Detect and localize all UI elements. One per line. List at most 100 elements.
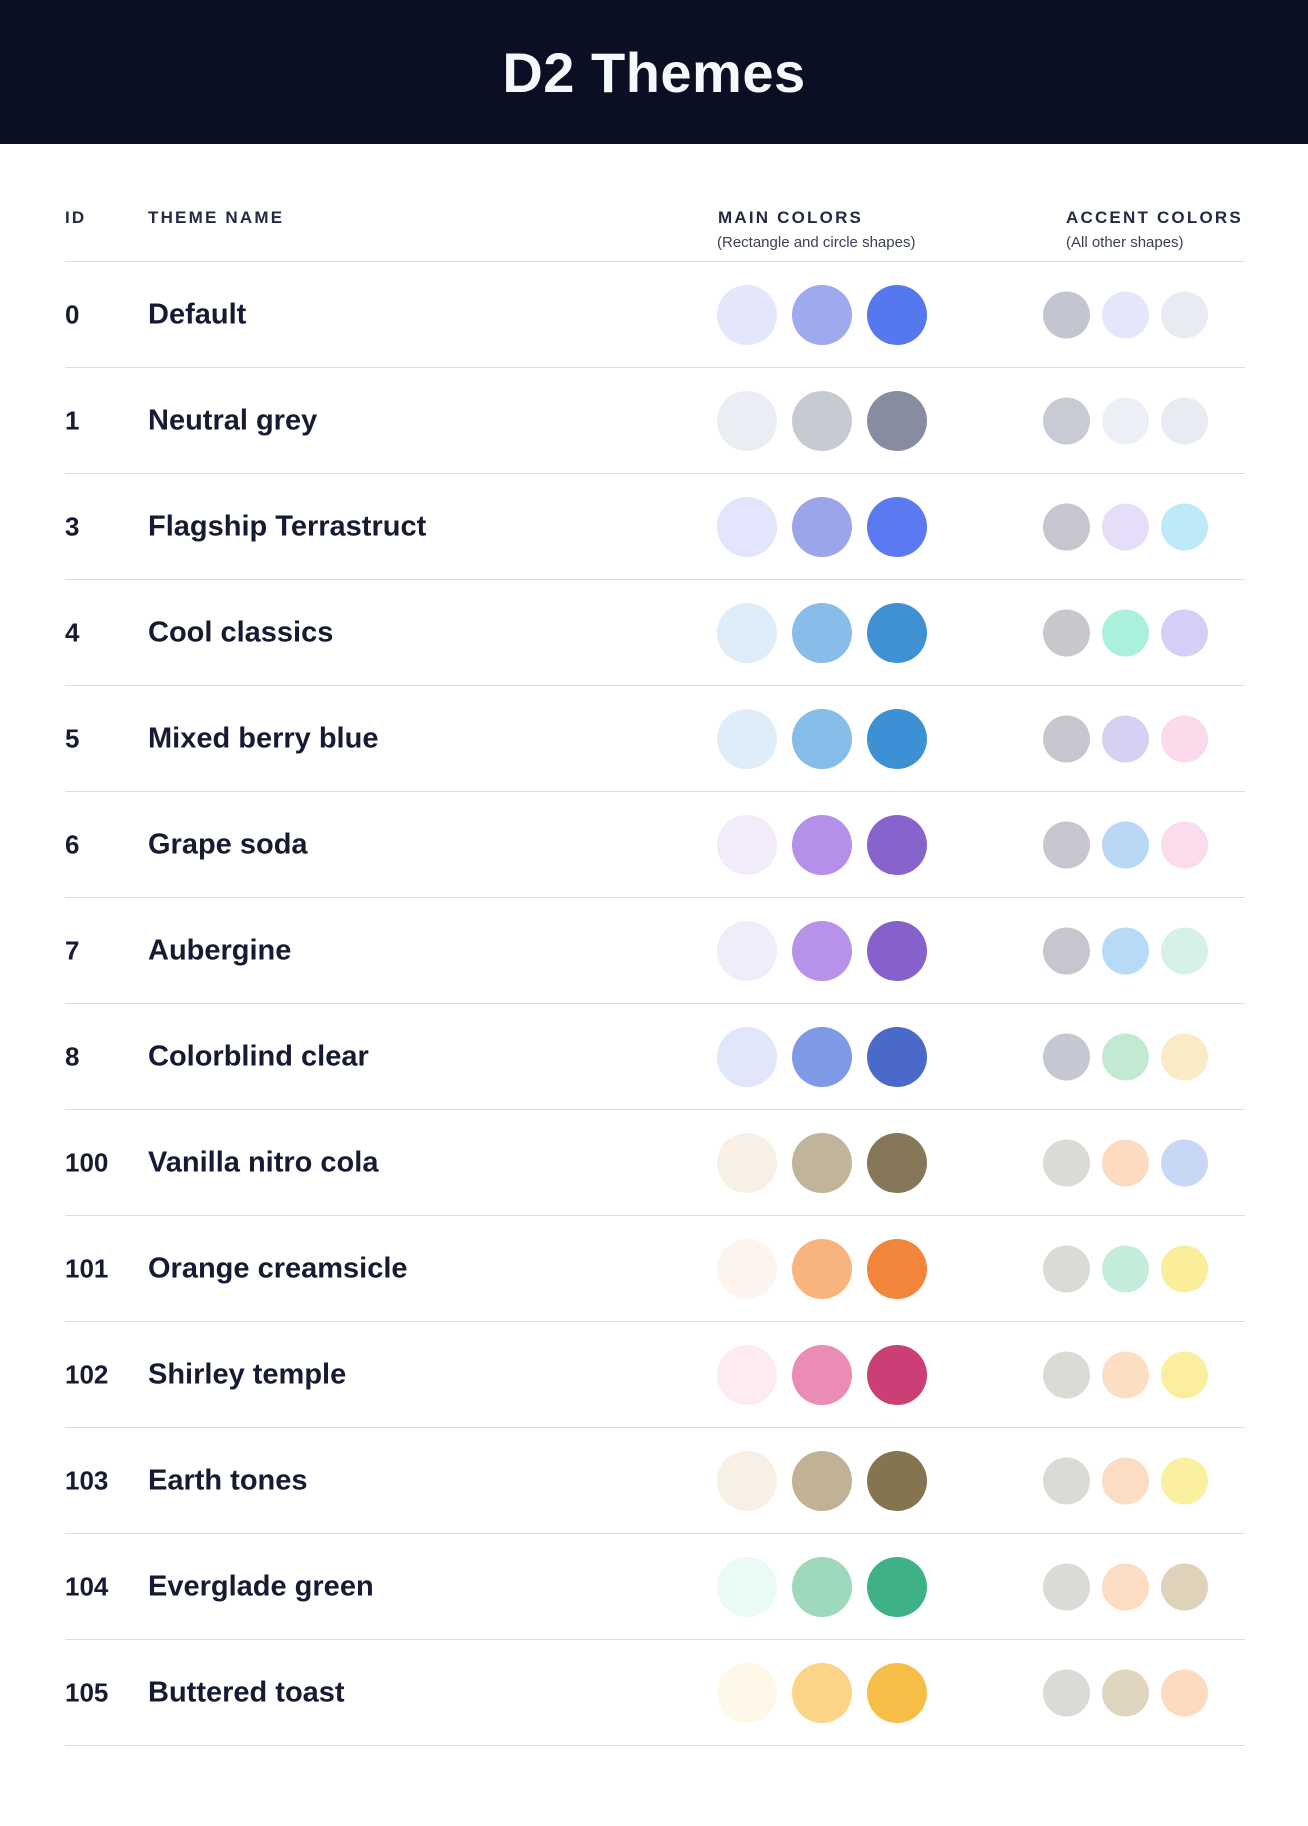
theme-name: Orange creamsicle [148, 1252, 408, 1284]
theme-id: 1 [65, 405, 80, 435]
main-color-swatches [717, 1238, 927, 1299]
accent-color-swatch-1 [1043, 397, 1090, 444]
accent-color-swatch-3 [1161, 1563, 1208, 1610]
table-row: 0 Default [65, 262, 1245, 368]
table-row: 104 Everglade green [65, 1534, 1245, 1640]
accent-color-swatches [1043, 1563, 1208, 1610]
accent-color-swatch-3 [1161, 1139, 1208, 1186]
accent-color-swatches [1043, 1139, 1208, 1186]
accent-color-swatch-2 [1102, 821, 1149, 868]
accent-color-swatch-1 [1043, 927, 1090, 974]
accent-color-swatches [1043, 821, 1208, 868]
main-color-swatches [717, 1344, 927, 1405]
main-color-swatch-1 [717, 920, 777, 981]
main-color-swatch-2 [792, 1026, 852, 1087]
main-color-swatches [717, 1662, 927, 1723]
theme-name: Aubergine [148, 934, 292, 966]
main-color-swatch-3 [867, 602, 927, 663]
theme-name: Buttered toast [148, 1676, 345, 1708]
accent-color-swatches [1043, 927, 1208, 974]
accent-color-swatch-2 [1102, 1669, 1149, 1716]
accent-color-swatch-2 [1102, 397, 1149, 444]
table-row: 102 Shirley temple [65, 1322, 1245, 1428]
main-color-swatch-2 [792, 602, 852, 663]
main-color-swatches [717, 602, 927, 663]
main-color-swatch-1 [717, 390, 777, 451]
column-header-main-colors: MAIN COLORS [718, 208, 864, 227]
theme-id: 4 [65, 617, 80, 647]
main-color-swatches [717, 1026, 927, 1087]
table-row: 3 Flagship Terrastruct [65, 474, 1245, 580]
main-color-swatch-2 [792, 920, 852, 981]
theme-id: 0 [65, 299, 80, 329]
main-color-swatch-3 [867, 708, 927, 769]
main-color-swatch-3 [867, 496, 927, 557]
main-color-swatch-2 [792, 708, 852, 769]
accent-color-swatches [1043, 1033, 1208, 1080]
accent-color-swatch-1 [1043, 609, 1090, 656]
main-color-swatches [717, 814, 927, 875]
main-color-swatches [717, 1556, 927, 1617]
accent-color-swatches [1043, 715, 1208, 762]
accent-color-swatches [1043, 397, 1208, 444]
main-color-swatch-2 [792, 1132, 852, 1193]
main-color-swatch-2 [792, 1662, 852, 1723]
accent-color-swatch-2 [1102, 1245, 1149, 1292]
accent-color-swatch-2 [1102, 1563, 1149, 1610]
table-row: 8 Colorblind clear [65, 1004, 1245, 1110]
main-color-swatch-1 [717, 1556, 777, 1617]
main-color-swatch-2 [792, 390, 852, 451]
accent-color-swatch-2 [1102, 1351, 1149, 1398]
main-color-swatch-3 [867, 1238, 927, 1299]
accent-color-swatch-1 [1043, 1669, 1090, 1716]
theme-name: Shirley temple [148, 1358, 347, 1390]
main-color-swatch-3 [867, 1132, 927, 1193]
main-color-swatch-1 [717, 1662, 777, 1723]
table-row: 100 Vanilla nitro cola [65, 1110, 1245, 1216]
main-color-swatch-2 [792, 814, 852, 875]
column-subheader-accent-colors: (All other shapes) [1066, 234, 1184, 251]
theme-id: 7 [65, 935, 80, 965]
table-header-row: ID THEME NAME MAIN COLORS (Rectangle and… [65, 144, 1245, 262]
main-color-swatch-3 [867, 1344, 927, 1405]
accent-color-swatch-3 [1161, 609, 1208, 656]
main-color-swatch-1 [717, 1344, 777, 1405]
main-color-swatch-1 [717, 708, 777, 769]
main-color-swatch-1 [717, 814, 777, 875]
accent-color-swatches [1043, 609, 1208, 656]
main-color-swatch-1 [717, 496, 777, 557]
table-row: 105 Buttered toast [65, 1640, 1245, 1746]
main-color-swatch-2 [792, 284, 852, 345]
accent-color-swatches [1043, 1351, 1208, 1398]
theme-id: 105 [65, 1677, 109, 1707]
main-color-swatch-3 [867, 1662, 927, 1723]
accent-color-swatch-1 [1043, 1245, 1090, 1292]
main-color-swatch-1 [717, 1026, 777, 1087]
main-color-swatch-1 [717, 1238, 777, 1299]
main-color-swatch-2 [792, 496, 852, 557]
accent-color-swatches [1043, 1669, 1208, 1716]
table-row: 6 Grape soda [65, 792, 1245, 898]
main-color-swatch-3 [867, 814, 927, 875]
main-color-swatch-2 [792, 1344, 852, 1405]
accent-color-swatch-1 [1043, 821, 1090, 868]
main-color-swatch-1 [717, 1450, 777, 1511]
theme-name: Mixed berry blue [148, 722, 379, 754]
main-color-swatch-2 [792, 1450, 852, 1511]
accent-color-swatch-2 [1102, 1033, 1149, 1080]
accent-color-swatch-1 [1043, 1351, 1090, 1398]
accent-color-swatch-2 [1102, 1457, 1149, 1504]
theme-id: 103 [65, 1465, 109, 1495]
accent-color-swatch-2 [1102, 609, 1149, 656]
main-color-swatch-3 [867, 1450, 927, 1511]
main-color-swatches [717, 496, 927, 557]
accent-color-swatch-1 [1043, 1139, 1090, 1186]
accent-color-swatch-1 [1043, 1457, 1090, 1504]
main-color-swatches [717, 284, 927, 345]
main-color-swatch-1 [717, 284, 777, 345]
accent-color-swatch-2 [1102, 927, 1149, 974]
accent-color-swatch-1 [1043, 1563, 1090, 1610]
accent-color-swatch-3 [1161, 1457, 1208, 1504]
theme-id: 3 [65, 511, 80, 541]
column-header-accent-colors: ACCENT COLORS [1066, 208, 1243, 227]
